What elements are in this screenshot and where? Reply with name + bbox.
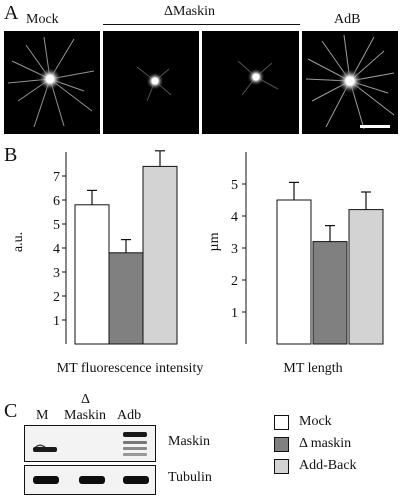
y-tick-label: 5 [53, 218, 60, 233]
lane-label-delta: Δ [81, 392, 91, 407]
micrograph-delta-maskin-1 [103, 31, 199, 134]
y-tick-label: 4 [53, 242, 60, 257]
delta-maskin-bracket [103, 24, 300, 25]
y-tick-label: 2 [231, 274, 238, 289]
scale-bar [360, 125, 390, 128]
y-axis-label: a.u. [11, 232, 26, 252]
chart-fluorescence: 1 2 3 4 5 6 7 MT fluorescence intensity a.u. [11, 150, 204, 376]
y-tick-label: 1 [53, 314, 60, 329]
label-mock: Mock [26, 12, 59, 27]
blot-maskin [24, 425, 156, 462]
bar-charts: 1 2 3 4 5 6 7 MT fluorescence intensity a.u. 1 2 3… [11, 150, 384, 376]
y-tick-label: 7 [53, 170, 60, 185]
panel-label-a: A [4, 2, 19, 24]
legend-item-add-back: Add-Back [274, 456, 357, 476]
bar [348, 209, 384, 345]
bar [276, 199, 312, 345]
blot-label-tubulin: Tubulin [168, 470, 212, 485]
y-tick-label: 2 [53, 290, 60, 305]
legend-swatch-delta-maskin [274, 436, 289, 452]
legend-swatch-add-back [274, 458, 289, 474]
legend-label-delta-maskin: Δ maskin [299, 436, 352, 451]
chart-mt-length: 1 2 3 4 5 MT length µm [207, 152, 384, 376]
x-axis-label: MT length [283, 361, 342, 376]
legend-swatch-mock [274, 414, 289, 430]
panel-label-b: B [4, 144, 18, 166]
legend-item-delta-maskin: Δ maskin [274, 434, 357, 454]
micrograph-add-back [302, 31, 398, 134]
x-axis-label: MT fluorescence intensity [57, 361, 204, 376]
blot-label-maskin: Maskin [168, 434, 210, 449]
label-delta-maskin: ΔMaskin [164, 4, 216, 19]
legend-label-add-back: Add-Back [299, 458, 357, 473]
lane-label-maskin: Maskin [64, 408, 106, 423]
bar [312, 241, 348, 345]
blot-tubulin [24, 465, 156, 495]
legend: Mock Δ maskin Add-Back [274, 412, 357, 476]
lane-label-m: M [36, 408, 49, 423]
panel-label-c: C [4, 400, 18, 422]
lane-label-adb: Adb [117, 408, 142, 423]
legend-item-mock: Mock [274, 412, 357, 432]
bar [108, 252, 144, 345]
label-adb: AdB [334, 12, 361, 27]
bar [74, 204, 110, 345]
micrograph-delta-maskin-2 [202, 31, 299, 134]
micrograph-mock [4, 31, 100, 134]
y-tick-label: 5 [231, 178, 238, 193]
y-axis-label: µm [207, 232, 222, 251]
y-tick-label: 6 [53, 194, 60, 209]
y-tick-label: 4 [231, 210, 238, 225]
y-tick-label: 1 [231, 306, 238, 321]
bar [142, 165, 178, 345]
legend-label-mock: Mock [299, 414, 332, 429]
y-tick-label: 3 [231, 242, 238, 257]
y-tick-label: 3 [53, 266, 60, 281]
